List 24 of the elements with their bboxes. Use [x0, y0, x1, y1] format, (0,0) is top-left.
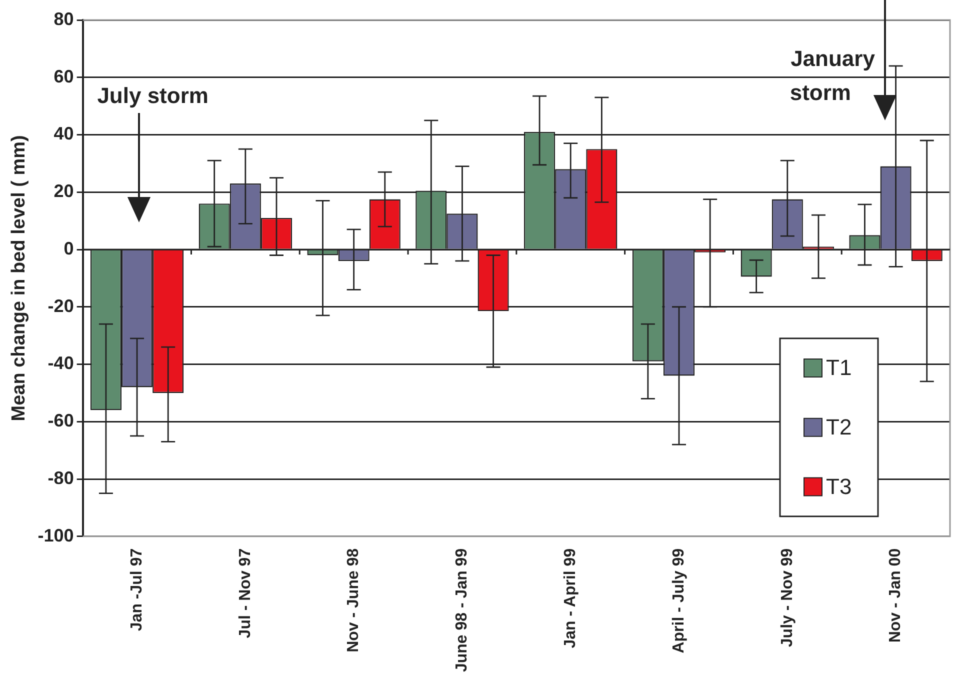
x-tick-label: July - Nov 99 — [778, 548, 796, 648]
annotation: January storm — [790, 46, 876, 105]
legend-label: T2 — [826, 414, 852, 440]
y-tick-label: 40 — [54, 124, 74, 144]
y-tick-label: -60 — [48, 410, 74, 431]
x-tick-label: Nov - Jan 00 — [887, 548, 904, 643]
x-tick-label: Nov - June 98 — [345, 548, 362, 652]
annotation: July storm — [97, 83, 208, 108]
x-tick-label: April - July 99 — [670, 548, 688, 654]
legend-label: T3 — [826, 474, 852, 499]
y-tick-label: 80 — [54, 8, 74, 29]
y-tick-label: -40 — [48, 353, 74, 374]
y-tick-label: 60 — [54, 66, 74, 86]
x-tick-label: Jan -Jul 97 — [128, 548, 146, 632]
y-tick-label: 0 — [64, 238, 74, 258]
y-tick-label: -20 — [48, 296, 74, 316]
legend-label: T1 — [826, 355, 852, 380]
y-axis-title: Mean change in bed level ( mm) — [8, 135, 30, 422]
x-tick-label: June 98 - Jan 99 — [454, 548, 471, 672]
x-tick-label: Jan - April 99 — [562, 548, 580, 648]
x-tick-label: Jul - Nov 97 — [236, 548, 254, 638]
y-tick-label: -100 — [38, 525, 74, 546]
y-tick-label: 20 — [54, 181, 74, 202]
y-tick-label: -80 — [48, 468, 74, 488]
